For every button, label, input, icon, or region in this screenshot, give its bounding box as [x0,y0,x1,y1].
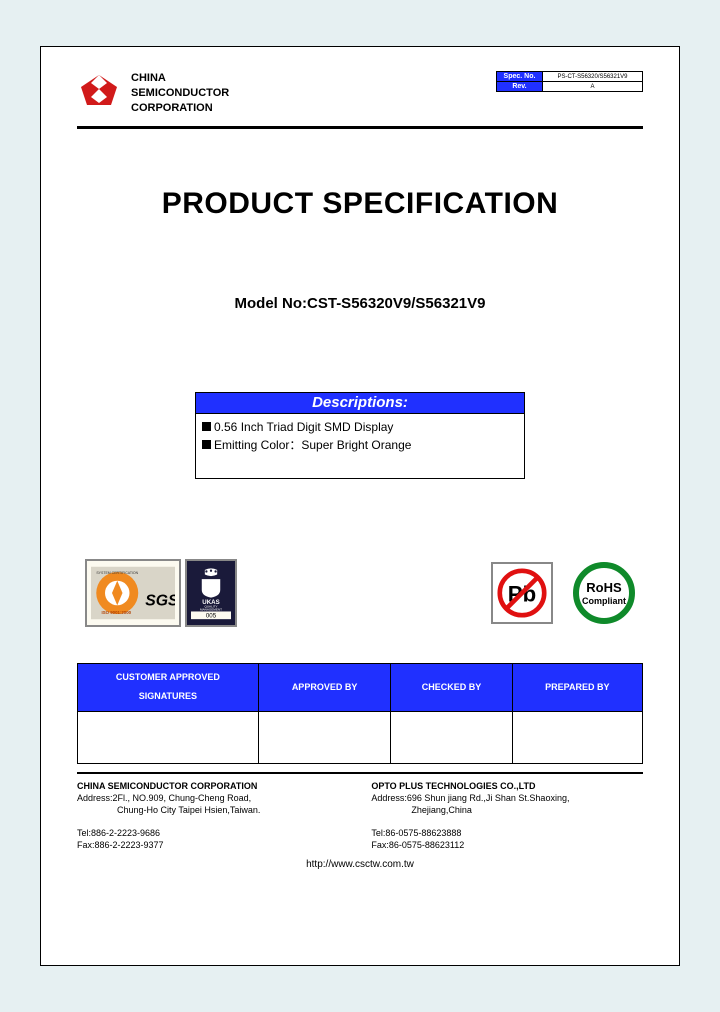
ukas-cert-icon: UKAS QUALITY MANAGEMENT 005 [185,559,237,627]
descriptions-box: Descriptions: 0.56 Inch Triad Digit SMD … [195,392,525,479]
cert-left-group: SGS SYSTEM CERTIFICATION ISO 9001:2000 U… [85,559,237,627]
svg-text:RoHS: RoHS [586,580,622,595]
footer-divider [77,772,643,774]
document-page: CHINA SEMICONDUCTOR CORPORATION Spec. No… [40,46,680,966]
footer-left-tel: Tel:886-2-2223-9686 [77,827,349,839]
header-divider [77,126,643,129]
model-prefix: Model No: [235,295,308,312]
svg-text:SGS: SGS [145,592,175,609]
approval-cell [512,712,642,764]
svg-text:005: 005 [206,612,217,619]
svg-text:Compliant: Compliant [582,596,626,606]
footer-left-fax: Fax:886-2-2223-9377 [77,839,349,851]
footer-right-name: OPTO PLUS TECHNOLOGIES CO.,LTD [371,781,535,791]
footer-right-tel: Tel:86-0575-88623888 [371,827,643,839]
footer-left-addr1: Address:2Fl., NO.909, Chung-Cheng Road, [77,792,349,804]
header-left: CHINA SEMICONDUCTOR CORPORATION [77,71,229,116]
approval-cell [391,712,512,764]
description-line-2: Emitting Color：Super Bright Orange [202,436,518,454]
svg-text:SYSTEM CERTIFICATION: SYSTEM CERTIFICATION [96,570,138,574]
approval-cell [258,712,391,764]
footer-right-fax: Fax:86-0575-88623112 [371,839,643,851]
description-line-1: 0.56 Inch Triad Digit SMD Display [202,418,518,436]
approval-cell [78,712,259,764]
header: CHINA SEMICONDUCTOR CORPORATION Spec. No… [77,71,643,116]
page-title: PRODUCT SPECIFICATION [77,187,643,221]
footer-url: http://www.csctw.com.tw [77,859,643,870]
rev-label: Rev. [497,82,543,92]
model-value: CST-S56320V9/S56321V9 [307,295,485,312]
svg-text:MANAGEMENT: MANAGEMENT [200,607,222,611]
company-logo-icon [77,73,121,113]
cert-right-group: Pb RoHS Compliant [491,562,635,624]
footer-left-name: CHINA SEMICONDUCTOR CORPORATION [77,781,257,791]
footer-right-addr2: Zhejiang,China [371,804,643,816]
model-number: Model No:CST-S56320V9/S56321V9 [77,295,643,312]
footer: CHINA SEMICONDUCTOR CORPORATION Address:… [77,780,643,851]
approval-col4: PREPARED BY [512,663,642,712]
company-name: CHINA SEMICONDUCTOR CORPORATION [131,71,229,116]
company-line1: CHINA [131,71,229,86]
approval-col2: APPROVED BY [258,663,391,712]
bullet-icon [202,440,211,449]
descriptions-body: 0.56 Inch Triad Digit SMD Display Emitti… [196,414,524,478]
cert-row: SGS SYSTEM CERTIFICATION ISO 9001:2000 U… [77,559,643,627]
rohs-icon: RoHS Compliant [573,562,635,624]
company-line3: CORPORATION [131,101,229,116]
approval-col1: CUSTOMER APPROVED SIGNATURES [78,663,259,712]
footer-left-addr2: Chung-Ho City Taipei Hsien,Taiwan. [77,804,349,816]
pb-free-icon: Pb [491,562,553,624]
rev-value: A [543,82,643,92]
svg-text:ISO 9001:2000: ISO 9001:2000 [102,610,132,615]
spec-no-value: PS-CT-S56320/S56321V9 [543,72,643,82]
descriptions-heading: Descriptions: [196,393,524,414]
footer-right-addr1: Address:696 Shun jiang Rd.,Ji Shan St.Sh… [371,792,643,804]
company-line2: SEMICONDUCTOR [131,86,229,101]
footer-left: CHINA SEMICONDUCTOR CORPORATION Address:… [77,780,349,851]
footer-right: OPTO PLUS TECHNOLOGIES CO.,LTD Address:6… [371,780,643,851]
spec-no-label: Spec. No. [497,72,543,82]
sgs-cert-icon: SGS SYSTEM CERTIFICATION ISO 9001:2000 [85,559,181,627]
spec-rev-table: Spec. No. PS-CT-S56320/S56321V9 Rev. A [496,71,643,92]
approval-col3: CHECKED BY [391,663,512,712]
bullet-icon [202,422,211,431]
approval-table: CUSTOMER APPROVED SIGNATURES APPROVED BY… [77,663,643,765]
